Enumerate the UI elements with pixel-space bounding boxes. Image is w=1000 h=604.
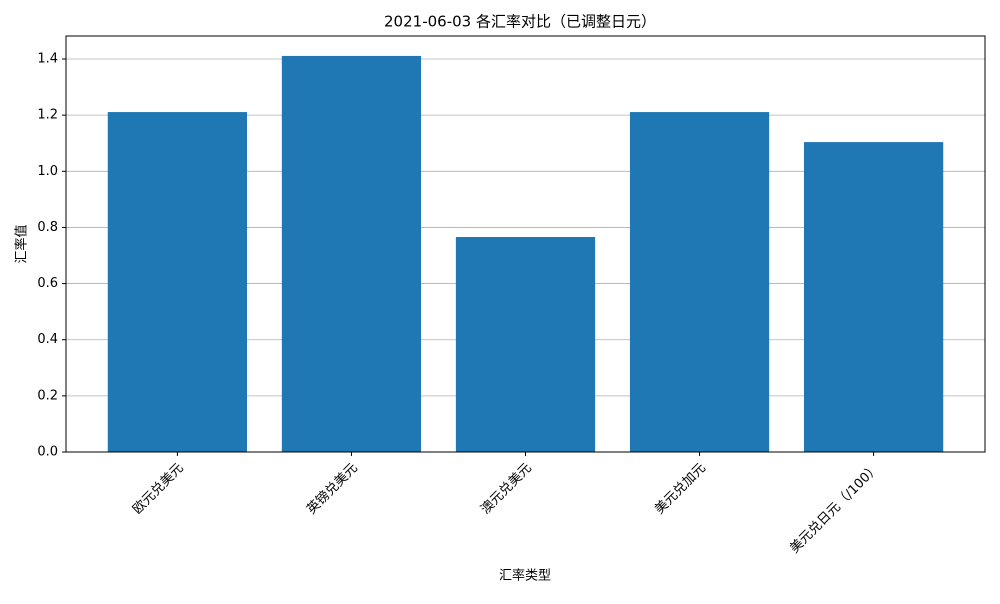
y-tick-label: 1.4 bbox=[37, 52, 58, 67]
x-axis-label: 汇率类型 bbox=[499, 568, 551, 584]
x-tick-label: 美元兑日元（/100） bbox=[787, 461, 883, 557]
y-tick-label: 0.8 bbox=[37, 220, 58, 235]
x-tick-label: 澳元兑美元 bbox=[478, 460, 535, 517]
x-tick-label: 欧元兑美元 bbox=[130, 461, 187, 518]
y-tick-label: 1.0 bbox=[37, 164, 58, 179]
chart-title: 2021-06-03 各汇率对比（已调整日元） bbox=[384, 13, 656, 31]
bar bbox=[455, 236, 596, 452]
bar bbox=[281, 55, 422, 453]
bar bbox=[803, 142, 944, 452]
y-tick-label: 1.2 bbox=[37, 108, 58, 123]
bar bbox=[629, 112, 770, 452]
bar bbox=[107, 112, 248, 452]
plot-frame bbox=[65, 35, 986, 453]
y-tick-label: 0.0 bbox=[37, 445, 58, 460]
y-tick-label: 0.6 bbox=[37, 276, 58, 291]
y-tick-label: 0.4 bbox=[37, 332, 58, 347]
x-tick-label: 美元兑加元 bbox=[652, 461, 709, 518]
x-tick-label: 英镑兑美元 bbox=[303, 460, 360, 517]
y-axis-label: 汇率值 bbox=[14, 224, 30, 263]
y-tick-label: 0.2 bbox=[37, 388, 58, 403]
